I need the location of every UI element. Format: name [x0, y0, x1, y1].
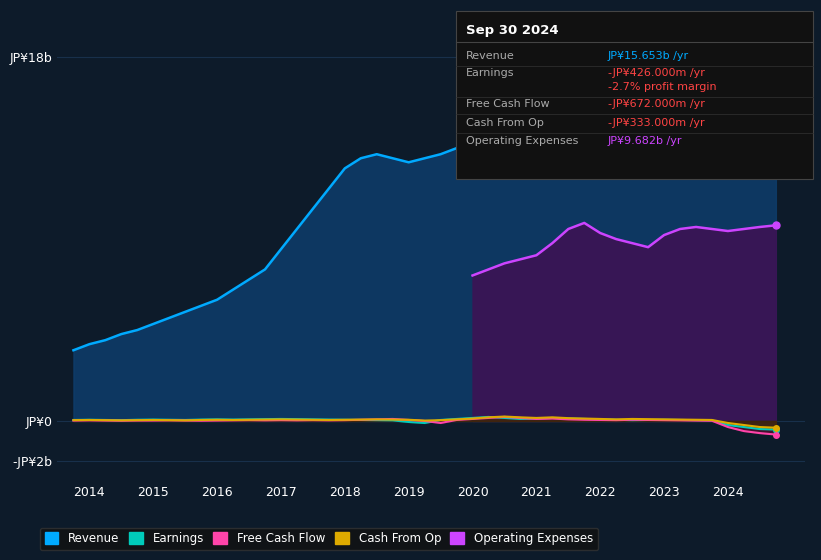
Text: Sep 30 2024: Sep 30 2024 — [466, 24, 558, 36]
Text: -2.7% profit margin: -2.7% profit margin — [608, 82, 716, 92]
Text: Revenue: Revenue — [466, 51, 514, 61]
Text: JP¥15.653b /yr: JP¥15.653b /yr — [608, 51, 689, 61]
Text: Operating Expenses: Operating Expenses — [466, 136, 578, 146]
Text: -JP¥672.000m /yr: -JP¥672.000m /yr — [608, 99, 704, 109]
Text: -JP¥426.000m /yr: -JP¥426.000m /yr — [608, 68, 704, 78]
Text: Free Cash Flow: Free Cash Flow — [466, 99, 549, 109]
Legend: Revenue, Earnings, Free Cash Flow, Cash From Op, Operating Expenses: Revenue, Earnings, Free Cash Flow, Cash … — [40, 528, 598, 550]
Text: Cash From Op: Cash From Op — [466, 118, 544, 128]
Text: Earnings: Earnings — [466, 68, 514, 78]
Text: JP¥9.682b /yr: JP¥9.682b /yr — [608, 136, 682, 146]
Text: -JP¥333.000m /yr: -JP¥333.000m /yr — [608, 118, 704, 128]
